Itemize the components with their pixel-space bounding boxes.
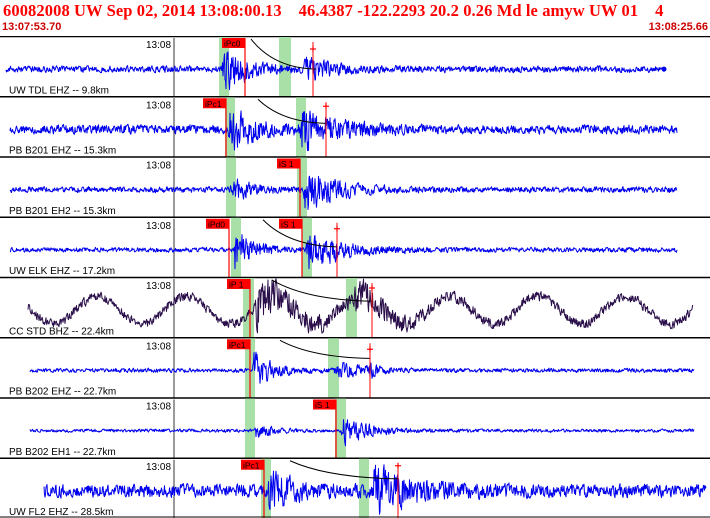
pick-window bbox=[243, 278, 254, 338]
trace-panel[interactable]: 13:08 iP 1 CC STD BHZ -- 22.4km bbox=[0, 276, 710, 338]
station-label: PB B202 EH1 -- 22.7km bbox=[9, 447, 116, 458]
waveform-panels[interactable]: 13:08 iPc0 UW TDL EHZ -- 9.8km 13:08 iPc1 PB … bbox=[0, 36, 710, 518]
waveform-trace bbox=[9, 110, 678, 152]
event-header: 60082008 UW Sep 02, 2014 13:08:00.13 46.… bbox=[0, 0, 710, 36]
phase-pick-box bbox=[313, 399, 336, 410]
phase-pick-box bbox=[227, 339, 250, 350]
station-label: PB B201 EH2 -- 15.3km bbox=[9, 206, 116, 217]
phase-pick-box bbox=[206, 218, 229, 229]
phase-pick-label: iS 1 bbox=[281, 219, 296, 229]
waveform-trace bbox=[29, 419, 695, 447]
seismogram-canvas[interactable]: 13:08 iPc0 UW TDL EHZ -- 9.8km 13:08 iPc1 PB … bbox=[0, 36, 710, 518]
waveform-trace bbox=[29, 351, 695, 384]
waveform-trace bbox=[5, 51, 665, 91]
trace-panel[interactable]: 13:08 iS 1 PB B202 EH1 -- 22.7km bbox=[0, 397, 710, 458]
red-plus-icon bbox=[367, 346, 373, 353]
phase-pick-label: iS 1 bbox=[279, 159, 294, 169]
time-label: 13:08 bbox=[146, 221, 171, 232]
phase-pick-label: iPc1 bbox=[229, 340, 246, 350]
station-label: PB B202 EHZ -- 22.7km bbox=[9, 387, 116, 398]
coda-curve bbox=[262, 219, 338, 248]
phase-pick-box bbox=[277, 158, 300, 169]
trace-panel[interactable]: 13:08 iPc1 PB B202 EHZ -- 22.7km bbox=[0, 337, 710, 398]
trace-panel[interactable]: 13:08 iS 1 PB B201 EH2 -- 15.3km bbox=[0, 156, 710, 217]
pick-window bbox=[297, 157, 307, 217]
station-label: CC STD BHZ -- 22.4km bbox=[9, 326, 114, 337]
phase-pick-label: iPd0 bbox=[208, 219, 225, 229]
phase-pick-box bbox=[241, 459, 264, 470]
coda-curve bbox=[257, 98, 327, 124]
pick-window bbox=[346, 278, 357, 338]
pick-window bbox=[328, 338, 339, 398]
waveform-trace bbox=[43, 464, 707, 515]
waveform-trace bbox=[27, 278, 694, 334]
pick-window bbox=[231, 217, 241, 277]
time-label: 13:08 bbox=[146, 100, 171, 111]
station-label: UW TDL EHZ -- 9.8km bbox=[9, 85, 109, 96]
trace-panel[interactable]: 13:08 iPc1 UW FL2 EHZ -- 28.5km bbox=[0, 457, 710, 518]
phase-pick-label: iPc1 bbox=[205, 99, 222, 109]
trace-panel[interactable]: 13:08 iPc0 UW TDL EHZ -- 9.8km bbox=[0, 36, 710, 97]
time-label: 13:08 bbox=[146, 40, 171, 51]
coda-curve bbox=[250, 38, 317, 70]
red-plus-icon bbox=[323, 103, 329, 110]
time-label: 13:08 bbox=[146, 341, 171, 352]
pick-window bbox=[279, 37, 291, 97]
red-plus-icon bbox=[310, 46, 316, 52]
phase-pick-box bbox=[222, 38, 245, 48]
trace-end-dot bbox=[661, 66, 667, 72]
station-label: UW FL2 EHZ -- 28.5km bbox=[9, 507, 113, 518]
waveform-trace bbox=[9, 234, 678, 270]
red-plus-icon bbox=[395, 462, 401, 469]
coda-curve bbox=[289, 460, 399, 480]
trace-panel[interactable]: 13:08 iPc1 PB B201 EHZ -- 15.3km bbox=[0, 96, 710, 157]
time-label: 13:08 bbox=[146, 402, 171, 413]
time-label: 13:08 bbox=[146, 462, 171, 473]
phase-pick-label: iP 1 bbox=[229, 280, 244, 290]
waveform-trace bbox=[9, 175, 678, 210]
coda-curve bbox=[271, 279, 373, 302]
phase-pick-label: iPc0 bbox=[224, 39, 241, 49]
phase-pick-label: iPc1 bbox=[243, 460, 260, 470]
event-title: 60082008 UW Sep 02, 2014 13:08:00.13 46.… bbox=[3, 1, 664, 20]
station-label: PB B201 EHZ -- 15.3km bbox=[9, 146, 116, 157]
phase-pick-box bbox=[203, 98, 226, 109]
phase-pick-box bbox=[279, 218, 302, 229]
trace-panel[interactable]: 13:08 iPd0 iS 1 UW ELK EHZ -- 17.2km bbox=[0, 216, 710, 277]
phase-pick-box bbox=[227, 279, 250, 289]
window-end-time: 13:08:25.66 bbox=[648, 21, 708, 33]
station-label: UW ELK EHZ -- 17.2km bbox=[9, 266, 115, 277]
pick-window bbox=[245, 398, 255, 458]
pick-window bbox=[261, 458, 271, 518]
red-plus-icon bbox=[334, 225, 340, 232]
window-start-time: 13:07:53.70 bbox=[2, 21, 62, 33]
phase-pick-label: iS 1 bbox=[315, 400, 330, 410]
pick-window bbox=[335, 398, 346, 458]
time-label: 13:08 bbox=[146, 161, 171, 172]
time-label: 13:08 bbox=[146, 281, 171, 292]
red-plus-icon bbox=[369, 285, 375, 291]
coda-curve bbox=[279, 339, 371, 359]
